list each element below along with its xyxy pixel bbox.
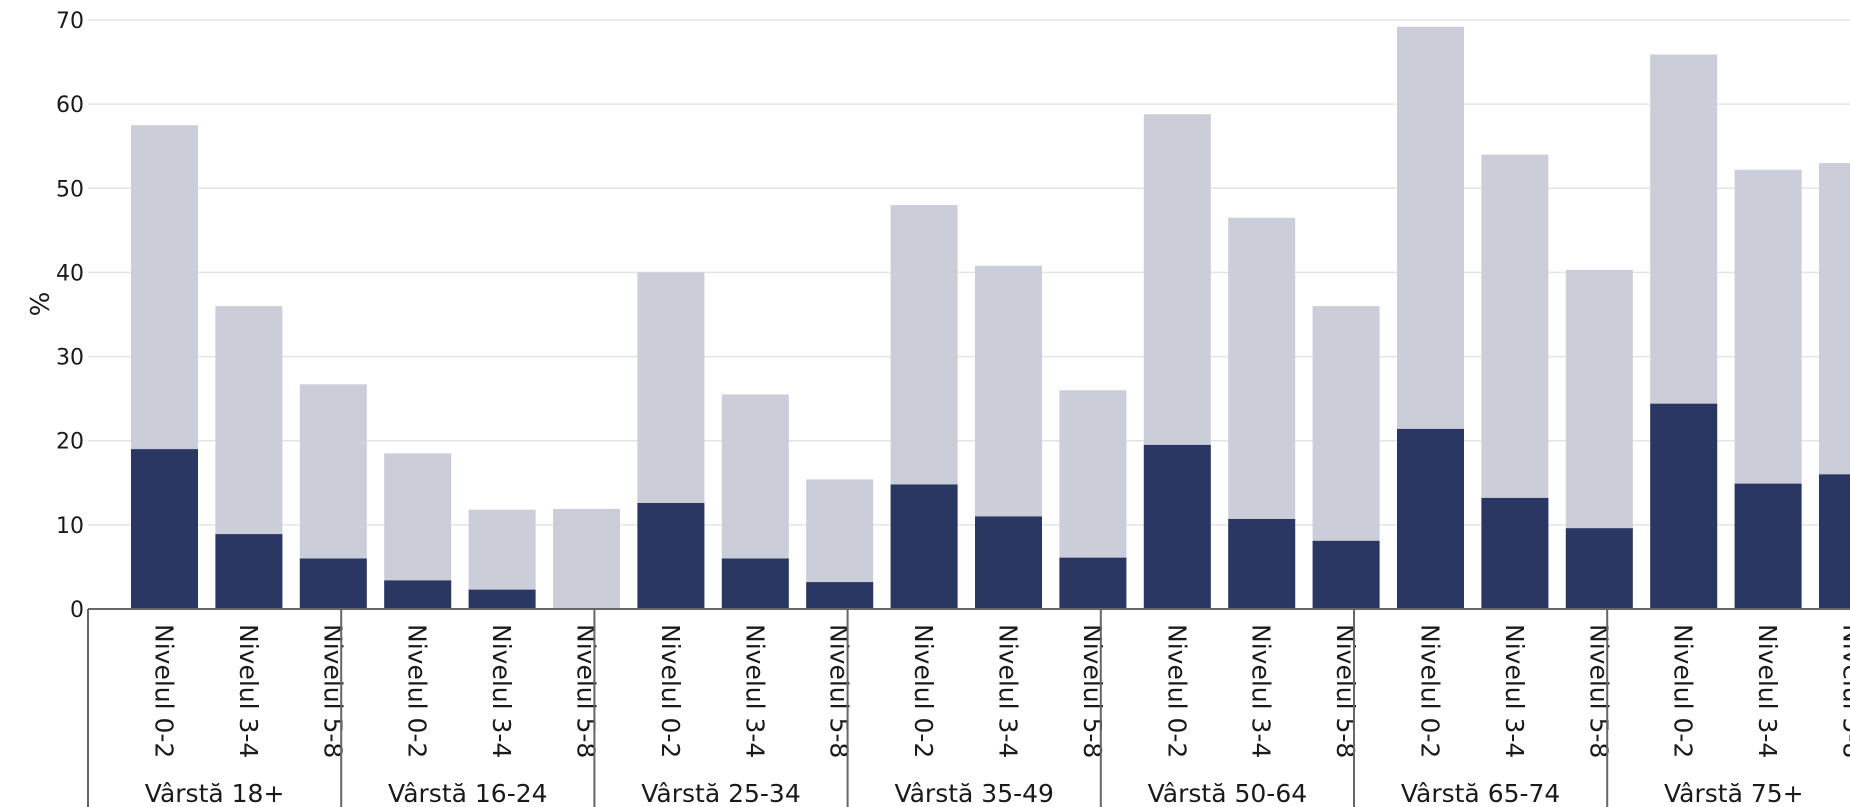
x-tick-label: Nivelul 5-8 — [1584, 624, 1613, 758]
x-tick-label: Nivelul 5-8 — [1838, 624, 1850, 758]
bar-series-1 — [215, 534, 283, 609]
x-tick-label: Nivelul 3-4 — [994, 624, 1023, 758]
x-tick-label: Nivelul 0-2 — [656, 624, 685, 758]
y-tick-label: 70 — [56, 9, 84, 34]
bar-series-1 — [1059, 557, 1127, 609]
bar-series-1 — [384, 580, 452, 609]
y-tick-label: 30 — [56, 346, 84, 371]
bar-series-1 — [1312, 540, 1380, 609]
bar-series-1 — [890, 484, 958, 609]
group-label: Vârstă 75+ — [1664, 779, 1804, 807]
x-tick-label: Nivelul 0-2 — [150, 624, 179, 758]
y-tick-label: 0 — [70, 598, 84, 623]
bar-series-1 — [1481, 497, 1549, 609]
bar-series-1 — [637, 502, 705, 609]
x-tick-label: Nivelul 3-4 — [1500, 624, 1529, 758]
bar-series-1 — [1143, 444, 1211, 609]
y-axis-title: % — [23, 292, 53, 317]
x-tick-label: Nivelul 5-8 — [1331, 624, 1360, 758]
bar-series-1 — [468, 589, 536, 609]
bar-series-1 — [1819, 474, 1850, 609]
y-tick-label: 40 — [56, 261, 84, 286]
bar-series-1 — [1734, 483, 1802, 609]
x-tick-label: Nivelul 3-4 — [487, 624, 516, 758]
bar-series-1 — [806, 582, 874, 609]
bar-series-1 — [1650, 403, 1718, 609]
y-tick-label: 10 — [56, 514, 84, 539]
group-label: Vârstă 35-49 — [894, 779, 1054, 807]
x-tick-label: Nivelul 5-8 — [825, 624, 854, 758]
group-label: Vârstă 50-64 — [1148, 779, 1308, 807]
x-tick-label: Nivelul 0-2 — [1162, 624, 1191, 758]
x-tick-label: Nivelul 5-8 — [1078, 624, 1107, 758]
bar-series-1 — [1228, 518, 1296, 609]
x-tick-label: Nivelul 3-4 — [740, 624, 769, 758]
group-label: Vârstă 16-24 — [388, 779, 548, 807]
y-tick-label: 60 — [56, 93, 84, 118]
x-tick-label: Nivelul 0-2 — [1416, 624, 1445, 758]
x-tick-label: Nivelul 3-4 — [1247, 624, 1276, 758]
bar-series-1 — [721, 558, 789, 609]
group-label: Vârstă 25-34 — [641, 779, 801, 807]
x-tick-label: Nivelul 5-8 — [318, 624, 347, 758]
x-tick-label: Nivelul 0-2 — [909, 624, 938, 758]
group-label: Vârstă 65-74 — [1401, 779, 1561, 807]
bar-series-2 — [553, 508, 620, 609]
x-tick-label: Nivelul 0-2 — [403, 624, 432, 758]
x-tick-label: Nivelul 3-4 — [1753, 624, 1782, 758]
y-tick-label: 20 — [56, 430, 84, 455]
bar-series-1 — [1397, 428, 1464, 609]
bar-series-1 — [975, 516, 1042, 609]
bar-series-1 — [1565, 528, 1633, 609]
group-label: Vârstă 18+ — [145, 779, 285, 807]
x-tick-label: Nivelul 0-2 — [1669, 624, 1698, 758]
bar-series-1 — [131, 449, 198, 609]
y-tick-label: 50 — [56, 177, 84, 202]
bar-series-1 — [299, 558, 367, 609]
x-tick-label: Nivelul 5-8 — [572, 624, 601, 758]
x-tick-label: Nivelul 3-4 — [234, 624, 263, 758]
